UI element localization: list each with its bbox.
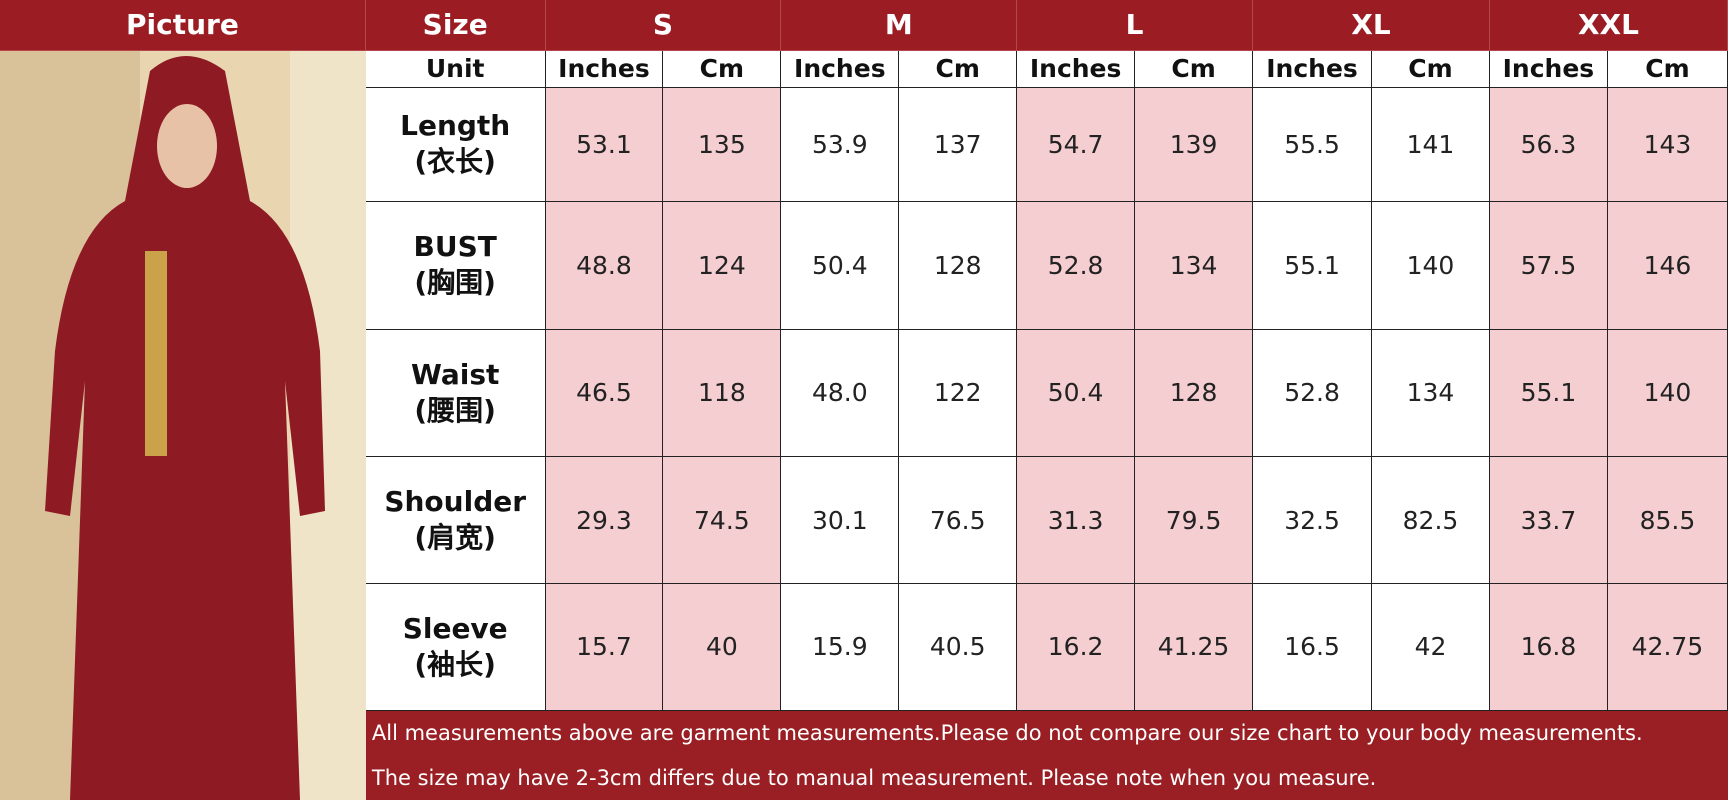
value: 16.5 bbox=[1253, 584, 1373, 711]
value: 79.5 bbox=[1135, 457, 1253, 585]
measure-name-cn: (袖长) bbox=[414, 647, 496, 681]
row-label: Sleeve (袖长) bbox=[365, 584, 546, 711]
value: 42 bbox=[1372, 584, 1490, 711]
measure-name-cn: (肩宽) bbox=[414, 521, 496, 555]
unit: Inches bbox=[545, 50, 664, 89]
value: 74.5 bbox=[663, 457, 782, 585]
value: 57.5 bbox=[1489, 201, 1608, 330]
unit: Cm bbox=[1607, 50, 1728, 89]
size-label: XXL bbox=[1489, 0, 1728, 51]
value: 53.1 bbox=[545, 88, 664, 202]
value: 42.75 bbox=[1607, 584, 1728, 711]
value: 137 bbox=[899, 88, 1018, 202]
value: 41.25 bbox=[1135, 584, 1253, 711]
unit: Inches bbox=[1017, 50, 1136, 89]
size-label: S bbox=[545, 0, 782, 51]
value: 134 bbox=[1135, 201, 1253, 330]
value: 16.8 bbox=[1489, 584, 1608, 711]
value: 29.3 bbox=[545, 457, 664, 585]
value: 48.8 bbox=[545, 201, 664, 330]
unit: Cm bbox=[663, 50, 782, 89]
value: 32.5 bbox=[1253, 457, 1373, 585]
size-label: XL bbox=[1253, 0, 1490, 51]
unit: Inches bbox=[1253, 50, 1373, 89]
value: 140 bbox=[1607, 329, 1728, 458]
value: 48.0 bbox=[781, 329, 900, 458]
value: 141 bbox=[1372, 88, 1490, 202]
measure-name: Sleeve bbox=[402, 611, 508, 645]
value: 124 bbox=[663, 201, 782, 330]
value: 50.4 bbox=[1017, 329, 1136, 458]
value: 52.8 bbox=[1017, 201, 1136, 330]
value: 56.3 bbox=[1489, 88, 1608, 202]
value: 82.5 bbox=[1372, 457, 1490, 585]
value: 134 bbox=[1372, 329, 1490, 458]
measure-name-cn: (腰围) bbox=[414, 393, 496, 427]
unit-label: Unit bbox=[365, 50, 546, 89]
value: 46.5 bbox=[545, 329, 664, 458]
size-label: L bbox=[1017, 0, 1253, 51]
value: 76.5 bbox=[899, 457, 1018, 585]
value: 33.7 bbox=[1489, 457, 1608, 585]
measure-name: Length bbox=[400, 109, 511, 143]
value: 140 bbox=[1372, 201, 1490, 330]
value: 122 bbox=[899, 329, 1018, 458]
value: 30.1 bbox=[781, 457, 900, 585]
value: 15.9 bbox=[781, 584, 900, 711]
value: 128 bbox=[1135, 329, 1253, 458]
value: 55.5 bbox=[1253, 88, 1373, 202]
value: 139 bbox=[1135, 88, 1253, 202]
unit: Inches bbox=[1489, 50, 1608, 89]
notes: All measurements above are garment measu… bbox=[365, 710, 1728, 800]
note: The size may have 2-3cm differs due to m… bbox=[371, 765, 1377, 790]
value: 55.1 bbox=[1489, 329, 1608, 458]
value: 40 bbox=[663, 584, 782, 711]
measure-name: Shoulder bbox=[384, 484, 527, 518]
value: 31.3 bbox=[1017, 457, 1136, 585]
value: 52.8 bbox=[1253, 329, 1373, 458]
value: 53.9 bbox=[781, 88, 900, 202]
value: 146 bbox=[1607, 201, 1728, 330]
value: 143 bbox=[1607, 88, 1728, 202]
size-header: Size bbox=[365, 0, 546, 51]
value: 135 bbox=[663, 88, 782, 202]
measure-name-cn: (胸围) bbox=[414, 266, 496, 300]
measure-name: Waist bbox=[410, 357, 500, 391]
value: 54.7 bbox=[1017, 88, 1136, 202]
unit: Inches bbox=[781, 50, 900, 89]
row-label: Shoulder (肩宽) bbox=[365, 457, 546, 585]
unit: Cm bbox=[1372, 50, 1490, 89]
value: 40.5 bbox=[899, 584, 1018, 711]
value: 50.4 bbox=[781, 201, 900, 330]
value: 16.2 bbox=[1017, 584, 1136, 711]
row-label: BUST (胸围) bbox=[365, 201, 546, 330]
value: 15.7 bbox=[545, 584, 664, 711]
note: All measurements above are garment measu… bbox=[371, 721, 1643, 746]
value: 128 bbox=[899, 201, 1018, 330]
size-label: M bbox=[781, 0, 1018, 51]
unit: Cm bbox=[1135, 50, 1253, 89]
value: 55.1 bbox=[1253, 201, 1373, 330]
value: 118 bbox=[663, 329, 782, 458]
measure-name-cn: (衣长) bbox=[414, 145, 496, 179]
row-label: Length (衣长) bbox=[365, 88, 546, 202]
unit: Cm bbox=[899, 50, 1018, 89]
picture-header: Picture bbox=[0, 0, 366, 51]
product-picture bbox=[0, 51, 366, 800]
measure-name: BUST bbox=[413, 229, 497, 263]
row-label: Waist (腰围) bbox=[365, 329, 546, 458]
value: 85.5 bbox=[1607, 457, 1728, 585]
